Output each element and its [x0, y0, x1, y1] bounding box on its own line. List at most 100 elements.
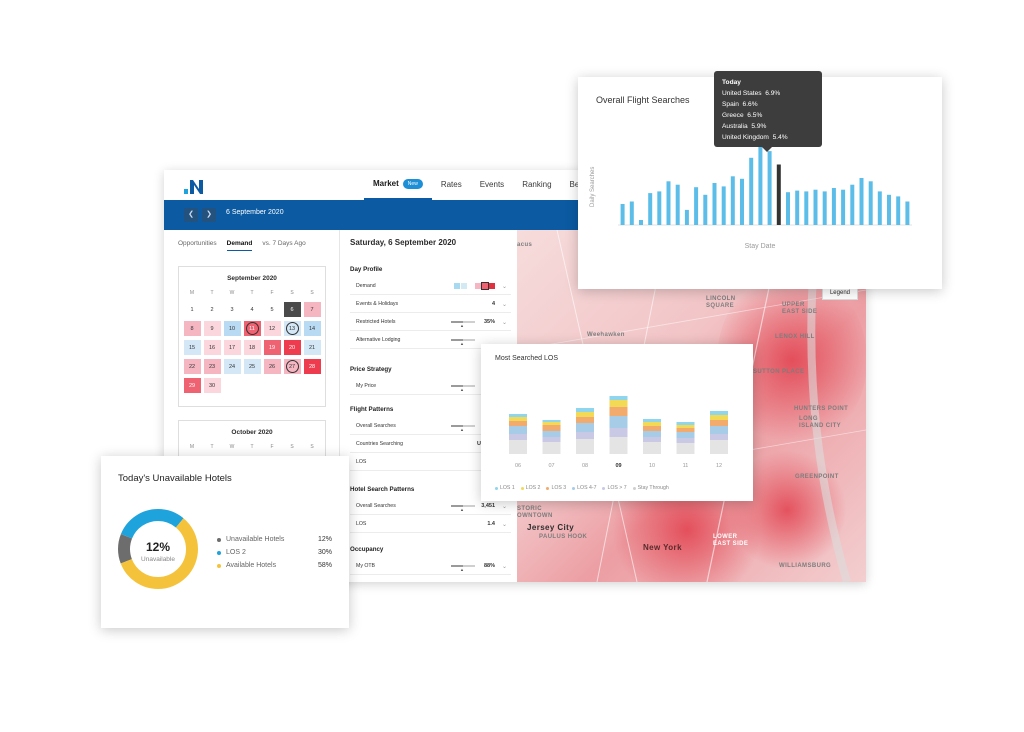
stack-segment[interactable] [609, 396, 628, 400]
calendar-day[interactable]: 1 [190, 306, 194, 313]
stack-segment[interactable] [576, 417, 594, 423]
stack-segment[interactable] [609, 437, 628, 454]
bar[interactable] [850, 184, 855, 225]
stack-segment[interactable] [542, 425, 561, 431]
row-demand[interactable]: Demand ⌄ [350, 278, 511, 295]
stack-segment[interactable] [509, 426, 527, 434]
stack-segment[interactable] [643, 442, 661, 454]
stack-segment[interactable] [643, 422, 661, 426]
bar[interactable] [758, 145, 763, 225]
bar[interactable] [813, 189, 818, 225]
stack-segment[interactable] [542, 420, 561, 422]
calendar-day[interactable]: 18 [243, 340, 261, 355]
bar[interactable] [905, 201, 910, 226]
bar[interactable] [822, 191, 827, 225]
stack-segment[interactable] [710, 426, 728, 434]
bar[interactable] [896, 196, 901, 225]
calendar-day[interactable]: 12 [263, 321, 281, 336]
row-my-price[interactable]: My Price [350, 378, 511, 395]
bar[interactable] [795, 190, 800, 225]
stack-segment[interactable] [676, 443, 695, 454]
bar-today[interactable] [776, 164, 781, 226]
stack-segment[interactable] [609, 416, 628, 428]
stack-segment[interactable] [509, 414, 527, 417]
row-flight-los[interactable]: LOS [350, 454, 511, 471]
stack-segment[interactable] [542, 422, 561, 425]
bar[interactable] [620, 204, 625, 225]
stack-segment[interactable] [576, 408, 594, 412]
calendar-day[interactable]: 20 [283, 340, 301, 355]
calendar-day[interactable]: 28 [303, 359, 321, 374]
stack-segment[interactable] [542, 442, 561, 454]
stack-segment[interactable] [676, 428, 695, 432]
chevron-down-icon[interactable]: ⌄ [501, 563, 507, 570]
donut-slice[interactable] [118, 509, 198, 589]
calendar-day[interactable]: 4 [250, 306, 254, 313]
bar[interactable] [887, 194, 891, 225]
row-events[interactable]: Events & Holidays 4 ⌄ [350, 296, 511, 313]
stack-segment[interactable] [643, 431, 661, 437]
donut-slice[interactable] [118, 509, 198, 589]
stack-segment[interactable] [710, 420, 728, 426]
bar[interactable] [804, 191, 809, 225]
row-my-otb[interactable]: My OTB 88% ⌄ [350, 558, 511, 575]
stack-segment[interactable] [643, 426, 661, 431]
stack-segment[interactable] [576, 423, 594, 432]
chevron-right-icon[interactable]: ❯ [202, 208, 216, 222]
calendar-day[interactable]: 27 [283, 359, 301, 374]
stack-segment[interactable] [710, 415, 728, 420]
stack-segment[interactable] [643, 437, 661, 442]
bar[interactable] [877, 191, 882, 225]
nav-item-rates[interactable]: Rates [432, 170, 471, 200]
row-restricted-hotels[interactable]: Restricted Hotels 35% ⌄ [350, 314, 511, 331]
calendar-day[interactable]: 15 [183, 340, 201, 355]
chevron-down-icon[interactable]: ⌄ [501, 503, 507, 510]
row-alternative-lodging[interactable]: Alternative Lodging [350, 332, 511, 349]
tab-vs-7-days[interactable]: vs. 7 Days Ago [262, 240, 306, 247]
calendar-day[interactable]: 26 [263, 359, 281, 374]
chevron-down-icon[interactable]: ⌄ [501, 301, 507, 308]
row-hotel-los[interactable]: LOS 1.4 ⌄ [350, 516, 511, 533]
bar[interactable] [675, 184, 680, 225]
calendar-day[interactable]: 17 [223, 340, 241, 355]
calendar-day[interactable]: 23 [203, 359, 221, 374]
stack-segment[interactable] [710, 411, 728, 415]
bar[interactable] [868, 181, 873, 225]
brand-logo-icon[interactable] [184, 178, 206, 194]
row-overall-searches[interactable]: Overall Searches [350, 418, 511, 435]
calendar-day[interactable]: 8 [183, 321, 201, 336]
stack-segment[interactable] [710, 440, 728, 454]
calendar-day[interactable]: 24 [223, 359, 241, 374]
calendar-day[interactable]: 14 [303, 321, 321, 336]
bar[interactable] [684, 209, 689, 225]
bar[interactable] [657, 191, 662, 225]
calendar-day[interactable]: 11 [243, 321, 261, 336]
chevron-left-icon[interactable]: ❮ [184, 208, 198, 222]
bar[interactable] [730, 176, 735, 225]
nav-item-ranking[interactable]: Ranking [513, 170, 560, 200]
nav-item-market[interactable]: Market New [364, 170, 432, 200]
stack-segment[interactable] [576, 439, 594, 454]
bar[interactable] [831, 188, 836, 225]
calendar-day[interactable]: 29 [183, 378, 201, 393]
nav-item-events[interactable]: Events [471, 170, 513, 200]
calendar-day[interactable]: 19 [263, 340, 281, 355]
unavailable-donut-chart[interactable] [117, 508, 199, 590]
tab-demand[interactable]: Demand [226, 240, 253, 251]
stack-segment[interactable] [509, 440, 527, 454]
bar[interactable] [749, 157, 754, 225]
bar[interactable] [740, 178, 744, 225]
flight-bar-chart[interactable] [618, 137, 912, 229]
bar[interactable] [859, 178, 864, 225]
stack-segment[interactable] [609, 428, 628, 437]
chevron-down-icon[interactable]: ⌄ [501, 283, 507, 290]
stack-segment[interactable] [676, 438, 695, 443]
stack-segment[interactable] [576, 412, 594, 417]
stack-segment[interactable] [609, 400, 628, 407]
bar[interactable] [712, 183, 717, 225]
los-stacked-bar-chart[interactable]: 06 07 08 09 10 11 12 [501, 386, 731, 476]
bar[interactable] [694, 187, 699, 225]
calendar-day[interactable]: 25 [243, 359, 261, 374]
calendar-day[interactable]: 13 [283, 321, 301, 336]
stack-segment[interactable] [509, 421, 527, 426]
